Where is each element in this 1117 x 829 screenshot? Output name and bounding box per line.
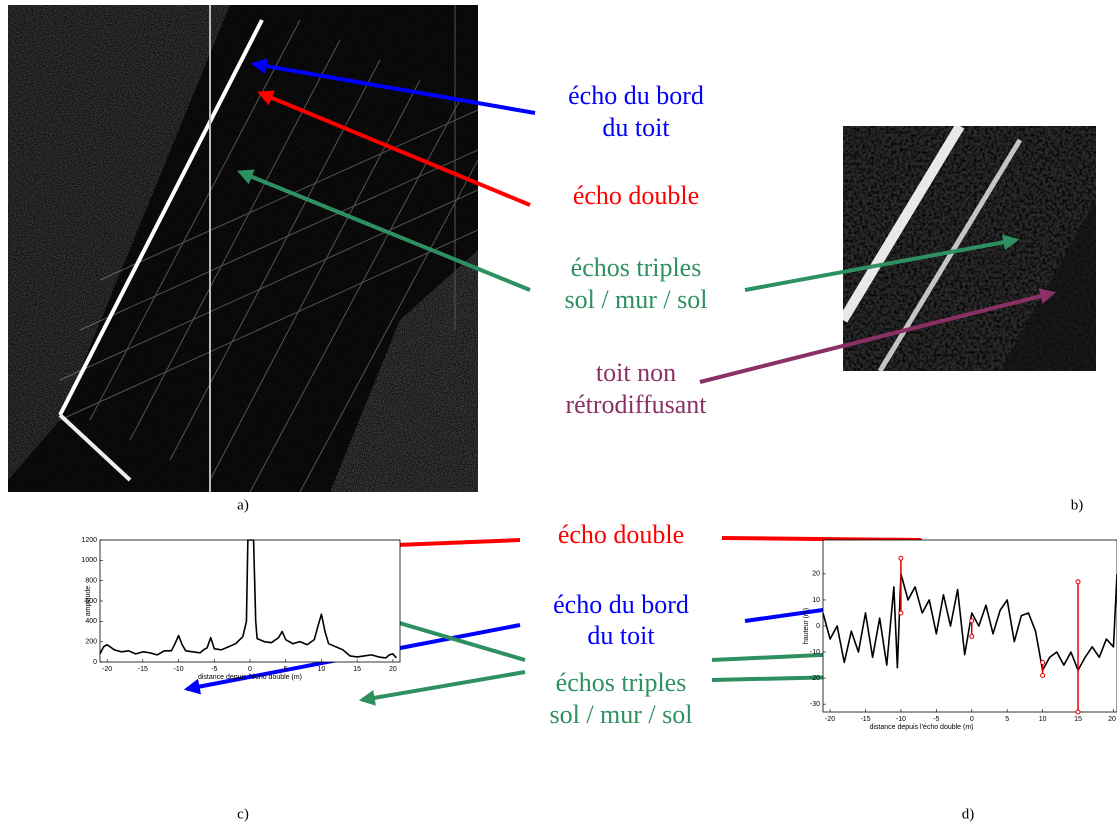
x-tick-label: 20 — [1108, 716, 1116, 723]
y-tick-label: 1200 — [81, 537, 97, 544]
panel-label: d) — [962, 806, 975, 822]
y-tick-label: -30 — [810, 701, 820, 708]
annotation: échos triples — [571, 253, 702, 282]
stem-end — [898, 610, 904, 616]
x-tick-label: 0 — [970, 716, 974, 723]
x-tick-label: 15 — [353, 666, 361, 673]
annotation: écho du bord — [568, 81, 704, 110]
data-line — [823, 574, 1117, 670]
annotation: échos triples — [556, 668, 687, 697]
annotation: rétrodiffusant — [565, 390, 707, 419]
x-tick-label: -15 — [860, 716, 870, 723]
y-tick-label: -10 — [810, 649, 820, 656]
stem-end — [898, 555, 904, 561]
x-tick-label: 15 — [1074, 716, 1082, 723]
y-axis-label: hauteur (m) — [803, 608, 810, 644]
annotation: écho double — [558, 520, 684, 549]
x-tick-label: 5 — [1005, 716, 1009, 723]
data-line — [100, 540, 396, 658]
y-tick-label: 0 — [816, 623, 820, 630]
x-tick-label: 10 — [318, 666, 326, 673]
stem-end — [1040, 659, 1046, 665]
x-tick-label: -5 — [933, 716, 939, 723]
annotation: du toit — [602, 113, 670, 142]
x-tick-label: -20 — [102, 666, 112, 673]
y-tick-label: 0 — [93, 659, 97, 666]
y-tick-label: 600 — [85, 598, 97, 605]
x-tick-label: -10 — [896, 716, 906, 723]
y-tick-label: 400 — [85, 618, 97, 625]
annotation: toit non — [596, 358, 676, 387]
annotation: du toit — [587, 621, 655, 650]
x-tick-label: 10 — [1039, 716, 1047, 723]
stem-end — [969, 633, 975, 639]
x-tick-label: -15 — [138, 666, 148, 673]
y-tick-label: 1000 — [81, 557, 97, 564]
x-tick-label: -20 — [825, 716, 835, 723]
x-tick-label: 5 — [284, 666, 288, 673]
annotation: sol / mur / sol — [549, 700, 692, 729]
y-tick-label: 20 — [812, 571, 820, 578]
y-axis-label: amplitude — [85, 586, 92, 616]
plot-area — [99, 539, 401, 663]
stem-end — [1075, 709, 1081, 715]
y-tick-label: 800 — [85, 578, 97, 585]
annotation: écho du bord — [553, 590, 689, 619]
panel-label: b) — [1071, 497, 1084, 513]
stem-end — [969, 618, 975, 624]
stem-end — [1040, 673, 1046, 679]
panel-label: c) — [237, 806, 249, 822]
annotation: sol / mur / sol — [564, 285, 707, 314]
y-tick-label: 200 — [85, 639, 97, 646]
stem-end — [1075, 579, 1081, 585]
annotation: écho double — [573, 181, 699, 210]
y-tick-label: -20 — [810, 675, 820, 682]
x-tick-label: -5 — [211, 666, 217, 673]
panel-label: a) — [237, 497, 249, 513]
x-tick-label: 0 — [248, 666, 252, 673]
x-tick-label: -10 — [174, 666, 184, 673]
x-axis-label: distance depuis l'écho double (m) — [198, 674, 302, 681]
x-axis-label: distance depuis l'écho double (m) — [869, 724, 973, 731]
sar-image-a — [8, 5, 478, 492]
x-tick-label: 20 — [389, 666, 397, 673]
y-tick-label: 10 — [812, 597, 820, 604]
